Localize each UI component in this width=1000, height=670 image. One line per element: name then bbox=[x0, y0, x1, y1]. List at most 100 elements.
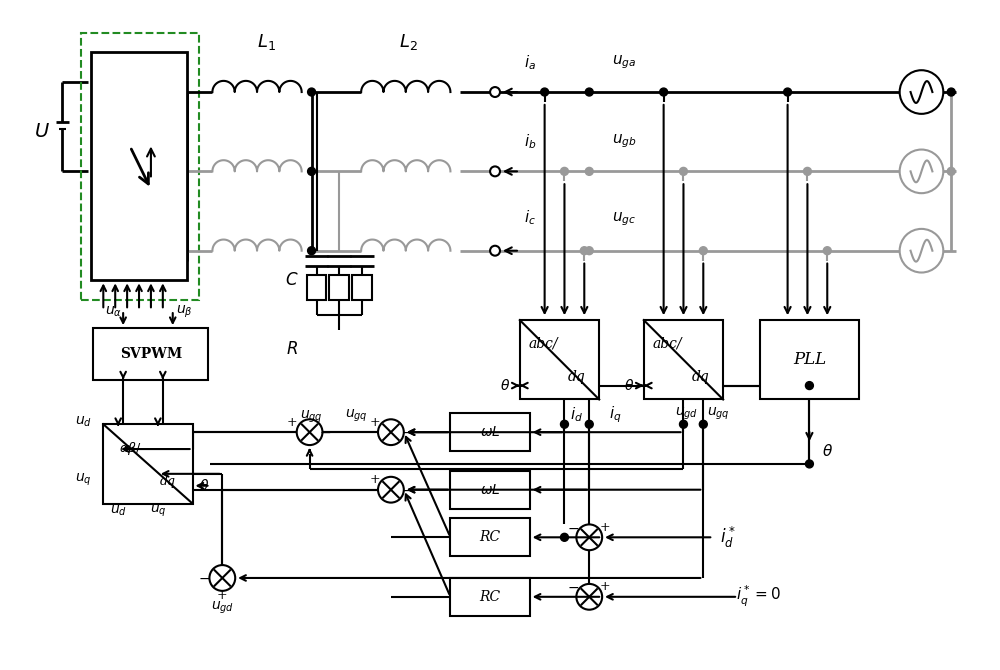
Circle shape bbox=[576, 584, 602, 610]
Circle shape bbox=[576, 525, 602, 550]
Bar bbox=[520, 320, 599, 399]
Text: $u_{gq}$: $u_{gq}$ bbox=[345, 408, 368, 425]
Bar bbox=[81, 33, 199, 300]
Text: +: + bbox=[370, 473, 380, 486]
Circle shape bbox=[580, 247, 588, 255]
Text: $i_q$: $i_q$ bbox=[609, 404, 621, 425]
Text: $u_q$: $u_q$ bbox=[150, 502, 166, 519]
Text: dq: dq bbox=[160, 475, 176, 488]
Text: $i_q^*=0$: $i_q^*=0$ bbox=[736, 584, 780, 609]
Text: $u_\beta$: $u_\beta$ bbox=[176, 304, 193, 320]
Circle shape bbox=[490, 87, 500, 97]
Circle shape bbox=[378, 419, 404, 445]
Text: $L_2$: $L_2$ bbox=[399, 32, 418, 52]
Text: $i_b$: $i_b$ bbox=[524, 132, 536, 151]
Circle shape bbox=[947, 88, 955, 96]
Text: +: + bbox=[370, 416, 380, 429]
Text: $-$: $-$ bbox=[567, 580, 579, 594]
Circle shape bbox=[805, 460, 813, 468]
Circle shape bbox=[308, 88, 316, 96]
Bar bbox=[644, 320, 723, 399]
Text: $u_q$: $u_q$ bbox=[75, 472, 92, 488]
Text: $u_{gd}$: $u_{gd}$ bbox=[211, 600, 234, 616]
Text: $\alpha\beta/$: $\alpha\beta/$ bbox=[119, 440, 141, 456]
Circle shape bbox=[585, 420, 593, 428]
Text: $-$: $-$ bbox=[198, 571, 211, 585]
Circle shape bbox=[660, 88, 668, 96]
Circle shape bbox=[900, 149, 943, 193]
Text: $u_d$: $u_d$ bbox=[75, 415, 92, 429]
Text: $u_{gq}$: $u_{gq}$ bbox=[707, 406, 730, 423]
Bar bbox=[760, 320, 859, 399]
Circle shape bbox=[803, 168, 811, 176]
Text: $R$: $R$ bbox=[286, 342, 298, 358]
Circle shape bbox=[490, 246, 500, 256]
Text: abc/: abc/ bbox=[529, 337, 558, 351]
Text: $\omega L$: $\omega L$ bbox=[480, 425, 500, 440]
Text: +: + bbox=[600, 521, 610, 534]
Circle shape bbox=[490, 166, 500, 176]
Circle shape bbox=[209, 565, 235, 591]
Text: SVPWM: SVPWM bbox=[120, 347, 182, 361]
Bar bbox=[91, 52, 187, 281]
Text: +: + bbox=[286, 416, 297, 429]
Circle shape bbox=[585, 247, 593, 255]
Circle shape bbox=[308, 247, 316, 255]
Circle shape bbox=[297, 419, 322, 445]
Text: $i_c$: $i_c$ bbox=[524, 208, 536, 227]
Circle shape bbox=[699, 420, 707, 428]
Bar bbox=[450, 413, 530, 451]
Text: $i_d^*$: $i_d^*$ bbox=[720, 525, 736, 550]
Text: $\theta$: $\theta$ bbox=[822, 443, 833, 459]
Text: PLL: PLL bbox=[793, 351, 826, 369]
Text: $u_{gc}$: $u_{gc}$ bbox=[612, 210, 636, 228]
Circle shape bbox=[947, 168, 955, 176]
Circle shape bbox=[308, 168, 316, 176]
Circle shape bbox=[784, 88, 792, 96]
Bar bbox=[450, 471, 530, 509]
Text: $-$: $-$ bbox=[319, 425, 332, 440]
Text: $U$: $U$ bbox=[34, 123, 50, 141]
Text: $u_d$: $u_d$ bbox=[110, 503, 127, 518]
Text: $L_1$: $L_1$ bbox=[257, 32, 276, 52]
Circle shape bbox=[900, 70, 943, 114]
Bar bbox=[352, 275, 372, 300]
Text: dq: dq bbox=[568, 371, 586, 385]
Text: RC: RC bbox=[480, 531, 501, 544]
Circle shape bbox=[560, 420, 568, 428]
Text: $u_{gb}$: $u_{gb}$ bbox=[612, 133, 636, 151]
Circle shape bbox=[823, 247, 831, 255]
Text: $u_{gd}$: $u_{gd}$ bbox=[675, 406, 698, 423]
Text: $\theta$: $\theta$ bbox=[199, 478, 210, 493]
Bar bbox=[329, 275, 349, 300]
Text: $\theta$: $\theta$ bbox=[624, 378, 634, 393]
Bar bbox=[103, 424, 193, 504]
Text: $-$: $-$ bbox=[401, 482, 413, 496]
Text: RC: RC bbox=[480, 590, 501, 604]
Text: $i_a$: $i_a$ bbox=[524, 53, 536, 72]
Text: abc/: abc/ bbox=[653, 337, 682, 351]
Text: $\theta$: $\theta$ bbox=[500, 378, 510, 393]
Circle shape bbox=[585, 88, 593, 96]
Text: $i_d$: $i_d$ bbox=[570, 405, 583, 423]
Circle shape bbox=[679, 168, 687, 176]
Text: $u_{ga}$: $u_{ga}$ bbox=[612, 54, 636, 71]
Text: dq: dq bbox=[692, 371, 710, 385]
Bar bbox=[93, 328, 208, 380]
Circle shape bbox=[560, 168, 568, 176]
Circle shape bbox=[541, 88, 549, 96]
Text: $-$: $-$ bbox=[567, 521, 579, 535]
Text: +: + bbox=[600, 580, 610, 594]
Circle shape bbox=[679, 420, 687, 428]
Circle shape bbox=[699, 247, 707, 255]
Text: $C$: $C$ bbox=[285, 272, 299, 289]
Text: $\omega L$: $\omega L$ bbox=[480, 482, 500, 496]
Circle shape bbox=[560, 533, 568, 541]
Circle shape bbox=[378, 477, 404, 502]
Bar bbox=[307, 275, 326, 300]
Text: +: + bbox=[217, 590, 228, 602]
Bar bbox=[450, 578, 530, 616]
Circle shape bbox=[585, 168, 593, 176]
Circle shape bbox=[805, 382, 813, 389]
Bar bbox=[450, 519, 530, 556]
